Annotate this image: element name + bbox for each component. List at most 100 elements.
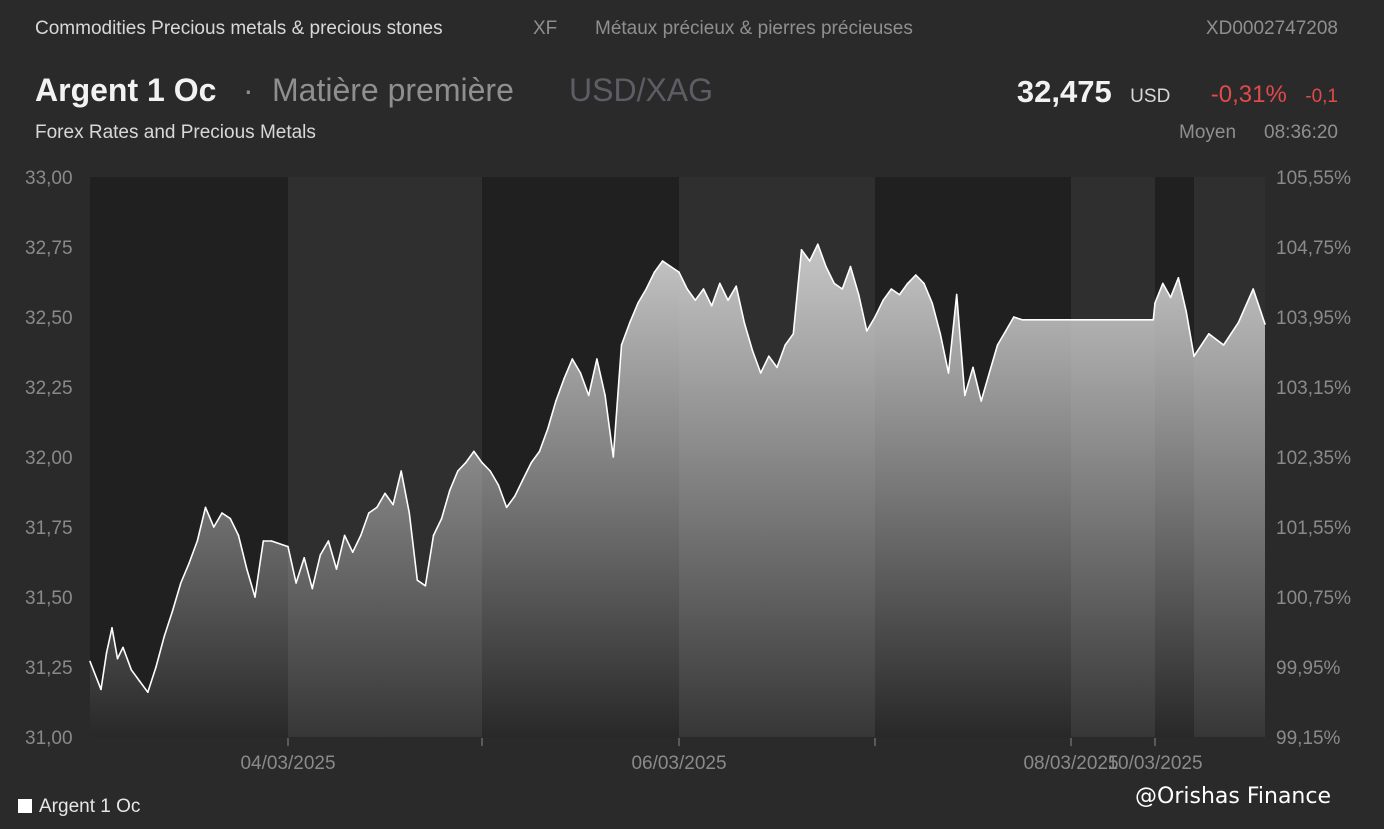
data-point — [629, 321, 631, 324]
y2-tick-label: 99,95% — [1276, 658, 1341, 679]
data-point — [100, 688, 102, 691]
data-point — [955, 293, 958, 296]
data-point — [743, 321, 746, 324]
data-point — [1177, 277, 1180, 279]
data-point — [196, 540, 199, 542]
data-point — [571, 358, 574, 360]
y2-tick-label: 104,75% — [1276, 238, 1351, 259]
data-point — [155, 666, 157, 668]
data-point — [1193, 355, 1195, 357]
data-point — [915, 274, 917, 276]
data-point — [808, 260, 811, 262]
header-separator: · — [243, 72, 254, 108]
data-point — [857, 293, 860, 296]
price-chart[interactable]: 33,00 32,75 32,50 32,25 32,00 31,75 31,50 31,25… — [0, 160, 1384, 780]
data-point — [776, 366, 778, 369]
y-tick-label: 31,25 — [25, 658, 73, 679]
x-tick-label: 10/03/2025 — [1107, 753, 1202, 774]
y-tick-label: 33,00 — [25, 168, 73, 189]
data-point — [262, 540, 265, 542]
y-axis-right: 105,55% 104,75% 103,95% 103,15% 102,35% 101,5… — [1276, 168, 1351, 749]
data-point — [620, 344, 623, 346]
data-point — [432, 534, 435, 537]
data-point — [221, 512, 223, 514]
data-point — [849, 265, 852, 268]
series-area — [89, 243, 1266, 737]
data-point — [923, 282, 925, 285]
data-point — [784, 344, 786, 346]
y-tick-label: 31,50 — [25, 588, 73, 609]
market-subtitle: Forex Rates and Precious Metals — [35, 122, 316, 143]
data-point — [882, 299, 884, 301]
data-point — [295, 582, 297, 584]
data-point — [400, 470, 403, 472]
y2-tick-label: 100,75% — [1276, 588, 1351, 609]
data-point — [163, 635, 166, 637]
data-point — [376, 506, 378, 509]
chart-legend[interactable]: Argent 1 Oc — [18, 796, 140, 818]
data-point — [1162, 282, 1164, 285]
data-point — [343, 534, 346, 537]
data-point — [514, 495, 516, 498]
data-point — [972, 366, 974, 369]
data-point — [719, 282, 721, 285]
data-point — [360, 534, 362, 537]
y2-tick-label: 105,55% — [1276, 168, 1351, 189]
last-price: 32,475 — [1016, 74, 1112, 109]
data-point — [694, 299, 697, 301]
data-point — [116, 657, 119, 660]
data-point — [180, 582, 182, 584]
data-point — [188, 562, 190, 565]
y2-tick-label: 102,35% — [1276, 448, 1351, 469]
watermark-credit: @Orishas Finance — [1135, 784, 1331, 809]
data-point — [817, 243, 819, 245]
data-point — [964, 394, 966, 397]
data-point — [1185, 310, 1187, 313]
data-point — [555, 400, 557, 402]
data-point — [1222, 344, 1225, 346]
data-point — [489, 470, 492, 472]
data-point — [303, 557, 306, 559]
x-tick-label: 08/03/2025 — [1023, 753, 1118, 774]
data-point — [768, 355, 770, 357]
y-tick-label: 32,25 — [25, 378, 73, 399]
data-point — [237, 534, 240, 537]
data-point — [727, 299, 729, 301]
data-point — [751, 349, 754, 352]
series-fill-0 — [90, 244, 1265, 737]
data-point — [287, 545, 289, 548]
data-point — [254, 596, 256, 598]
data-point — [563, 377, 565, 380]
currency-pair: USD/XAG — [569, 72, 714, 108]
data-point — [89, 660, 91, 663]
data-point — [678, 271, 680, 273]
price-type: Moyen — [1179, 122, 1237, 143]
data-point — [841, 288, 844, 290]
data-point — [171, 610, 174, 612]
data-point — [122, 646, 124, 649]
data-point — [440, 517, 443, 520]
data-point — [270, 540, 273, 542]
data-point — [890, 288, 893, 290]
data-point — [866, 330, 868, 332]
data-point — [710, 305, 713, 307]
y2-tick-label: 103,15% — [1276, 378, 1351, 399]
instrument-name: Argent 1 Oc — [35, 72, 217, 108]
data-point — [906, 282, 909, 285]
y2-tick-label: 99,15% — [1276, 728, 1341, 749]
data-point — [759, 372, 762, 374]
data-point — [319, 554, 322, 556]
instrument-type: Matière première — [272, 72, 514, 108]
data-point — [874, 316, 876, 318]
data-point — [612, 456, 615, 458]
data-point — [311, 587, 314, 590]
category-breadcrumb[interactable]: Commodities Precious metals & precious s… — [35, 18, 443, 39]
x-tick-label: 04/03/2025 — [240, 753, 335, 774]
data-point — [645, 288, 647, 290]
y-tick-label: 32,50 — [25, 308, 73, 329]
data-point — [670, 265, 672, 268]
series-line-0[interactable] — [89, 243, 1266, 693]
data-point — [596, 358, 598, 360]
data-point — [1154, 302, 1156, 304]
